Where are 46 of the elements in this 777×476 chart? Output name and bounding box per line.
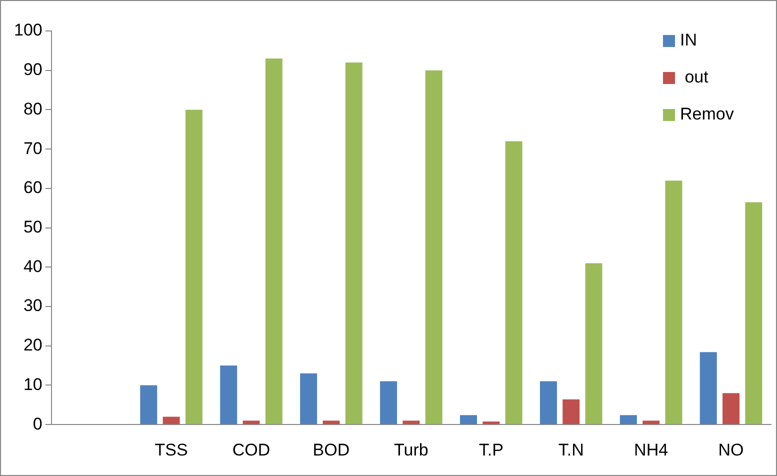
y-tick-label: 0 [32, 414, 42, 434]
legend-label: Remov [680, 104, 734, 124]
bar [322, 420, 340, 424]
legend-label: out [680, 68, 709, 87]
bar [265, 58, 282, 424]
bar [562, 399, 580, 424]
y-tick-label: 80 [23, 99, 42, 118]
bar [482, 421, 500, 424]
bar [642, 420, 660, 424]
y-tick-label: 10 [23, 374, 42, 394]
bar [162, 416, 180, 424]
bar [185, 110, 202, 424]
bar [745, 202, 762, 424]
y-tick-label: 50 [23, 217, 42, 236]
x-tick-label: NH4 [634, 440, 668, 460]
bar [345, 62, 362, 424]
bar [700, 352, 717, 424]
y-tick-label: 70 [23, 138, 42, 158]
x-tick-label: Turb [394, 440, 428, 460]
bar [665, 180, 682, 424]
bar [585, 263, 602, 424]
bar [722, 393, 740, 424]
y-tick-label: 20 [23, 336, 42, 355]
bar [242, 420, 260, 424]
y-tick-label: 30 [23, 296, 42, 316]
bar [380, 381, 398, 424]
bar [425, 70, 442, 424]
y-tick-label: 40 [23, 256, 42, 276]
bar [540, 381, 557, 424]
bar [300, 373, 318, 424]
bar [220, 366, 238, 424]
bar [505, 141, 522, 424]
x-tick-label: TSS [154, 440, 188, 460]
bar [460, 415, 477, 424]
legend-label: IN [680, 30, 697, 50]
x-tick-label: T.P [478, 440, 504, 460]
x-tick-label: COD [232, 440, 270, 460]
x-tick-label: T.N [558, 440, 584, 460]
x-tick-label: NO [718, 440, 744, 460]
bar [402, 420, 420, 424]
bar [620, 415, 637, 424]
y-tick-label: 90 [23, 60, 42, 80]
bar [140, 385, 158, 424]
x-tick-label: BOD [312, 440, 350, 460]
y-tick-label: 100 [14, 20, 42, 40]
y-tick-label: 60 [23, 178, 42, 198]
